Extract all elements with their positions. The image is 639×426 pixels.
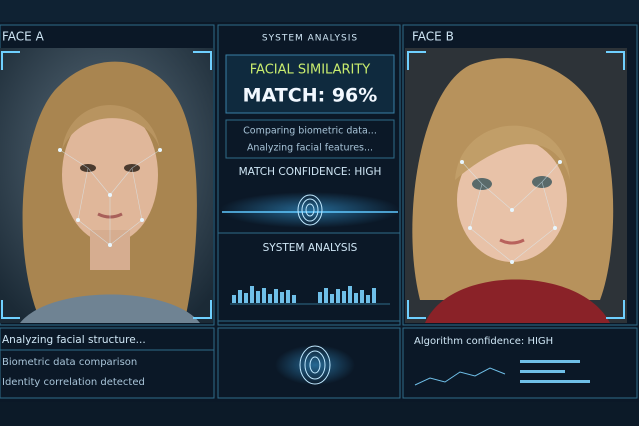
log-line: Analyzing facial structure...	[2, 334, 146, 346]
log-line: Identity correlation detected	[2, 377, 145, 388]
face-a-panel: FACE A	[0, 24, 215, 326]
section-title: SYSTEM ANALYSIS	[263, 242, 358, 254]
status-line: Analyzing facial features...	[247, 143, 373, 154]
face-b-panel: FACE B	[402, 24, 638, 326]
status-line: Comparing biometric data...	[243, 126, 377, 137]
log-line: Biometric data comparison	[2, 357, 137, 368]
footer	[0, 402, 639, 426]
panel-title: FACE A	[2, 30, 45, 44]
match-score: MATCH: 96%	[243, 85, 378, 107]
right-log: Algorithm confidence: HIGH	[402, 327, 638, 399]
bottom-center	[217, 327, 401, 399]
log-line: Algorithm confidence: HIGH	[414, 336, 553, 347]
top-bar	[0, 0, 639, 22]
section-title: SYSTEM ANALYSIS	[262, 34, 358, 44]
panel-title: FACE B	[412, 30, 454, 44]
center-panel: SYSTEM ANALYSIS FACIAL SIMILARITY MATCH:…	[217, 24, 401, 326]
confidence: MATCH CONFIDENCE: HIGH	[239, 166, 382, 178]
similarity-title: FACIAL SIMILARITY	[250, 63, 371, 78]
mini-chart	[232, 286, 376, 303]
fingerprint-icon	[297, 194, 323, 226]
left-log: Analyzing facial structure... Biometric …	[0, 327, 215, 399]
